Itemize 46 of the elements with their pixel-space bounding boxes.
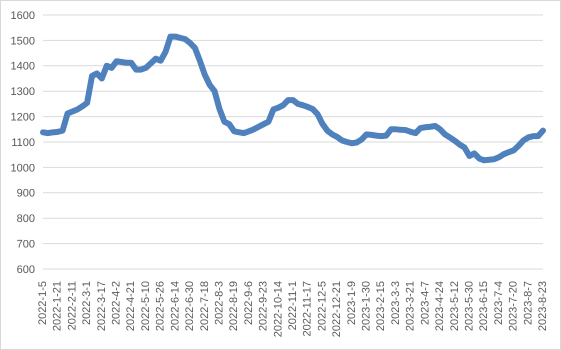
x-tick-label: 2022-6-30 — [184, 281, 196, 332]
x-tick-label: 2022-12-5 — [316, 281, 328, 332]
x-tick-label: 2022-2-11 — [66, 281, 78, 330]
x-tick-label: 2022-5-26 — [154, 281, 167, 332]
x-tick-label: 2022-1-21 — [52, 281, 64, 332]
x-tick-label: 2023-1-9 — [346, 281, 358, 326]
y-tick-label: 1000 — [10, 162, 35, 174]
x-tick-label: 2022-11-17 — [302, 281, 314, 336]
x-tick-label: 2023-5-12 — [448, 281, 461, 332]
x-tick-label: 2023-4-24 — [434, 281, 446, 332]
x-tick-label: 2023-7-4 — [492, 281, 505, 326]
x-tick-label: 2022-12-21 — [331, 281, 344, 338]
x-tick-label: 2022-4-2 — [110, 281, 123, 326]
y-tick-label: 1100 — [11, 136, 35, 149]
x-tick-label: 2023-8-7 — [522, 281, 534, 326]
x-tick-label: 2022-9-6 — [242, 281, 255, 326]
y-tick-label: 1400 — [10, 60, 35, 73]
x-tick-label: 2022-8-3 — [213, 281, 226, 326]
y-tick-label: 1200 — [10, 112, 35, 124]
y-tick-label: 1300 — [10, 86, 35, 98]
x-tick-label: 2022-9-23 — [258, 281, 270, 332]
x-tick-label: 2022-8-19 — [228, 281, 240, 332]
x-tick-label: 2022-4-21 — [125, 281, 138, 332]
x-tick-label: 2023-6-15 — [478, 281, 490, 332]
y-tick-label: 900 — [16, 188, 35, 200]
x-tick-label: 2022-1-5 — [37, 281, 49, 326]
y-tick-label: 800 — [16, 213, 35, 226]
x-tick-label: 2023-1-30 — [360, 281, 373, 332]
x-tick-label: 2022-3-1 — [81, 281, 94, 326]
x-tick-label: 2023-8-23 — [537, 281, 549, 332]
x-tick-label: 2022-10-14 — [272, 281, 284, 338]
x-tick-label: 2023-3-21 — [404, 281, 417, 332]
x-tick-label: 2022-3-17 — [96, 281, 108, 332]
x-tick-label: 2023-2-15 — [375, 281, 388, 332]
x-tick-label: 2022-6-14 — [169, 281, 182, 332]
y-tick-label: 1600 — [10, 10, 35, 22]
x-tick-label: 2023-4-7 — [419, 281, 432, 326]
x-tick-label: 2023-7-20 — [508, 281, 520, 332]
x-tick-label: 2022-7-18 — [198, 281, 211, 332]
x-tick-label: 2022-5-10 — [140, 281, 152, 332]
x-tick-label: 2023-3-3 — [390, 281, 402, 326]
y-tick-label: 1500 — [10, 35, 35, 48]
y-tick-label: 600 — [16, 264, 35, 276]
x-tick-label: 2023-5-30 — [463, 281, 476, 332]
y-tick-label: 700 — [16, 238, 35, 251]
x-tick-label: 2022-11-1 — [287, 281, 299, 330]
